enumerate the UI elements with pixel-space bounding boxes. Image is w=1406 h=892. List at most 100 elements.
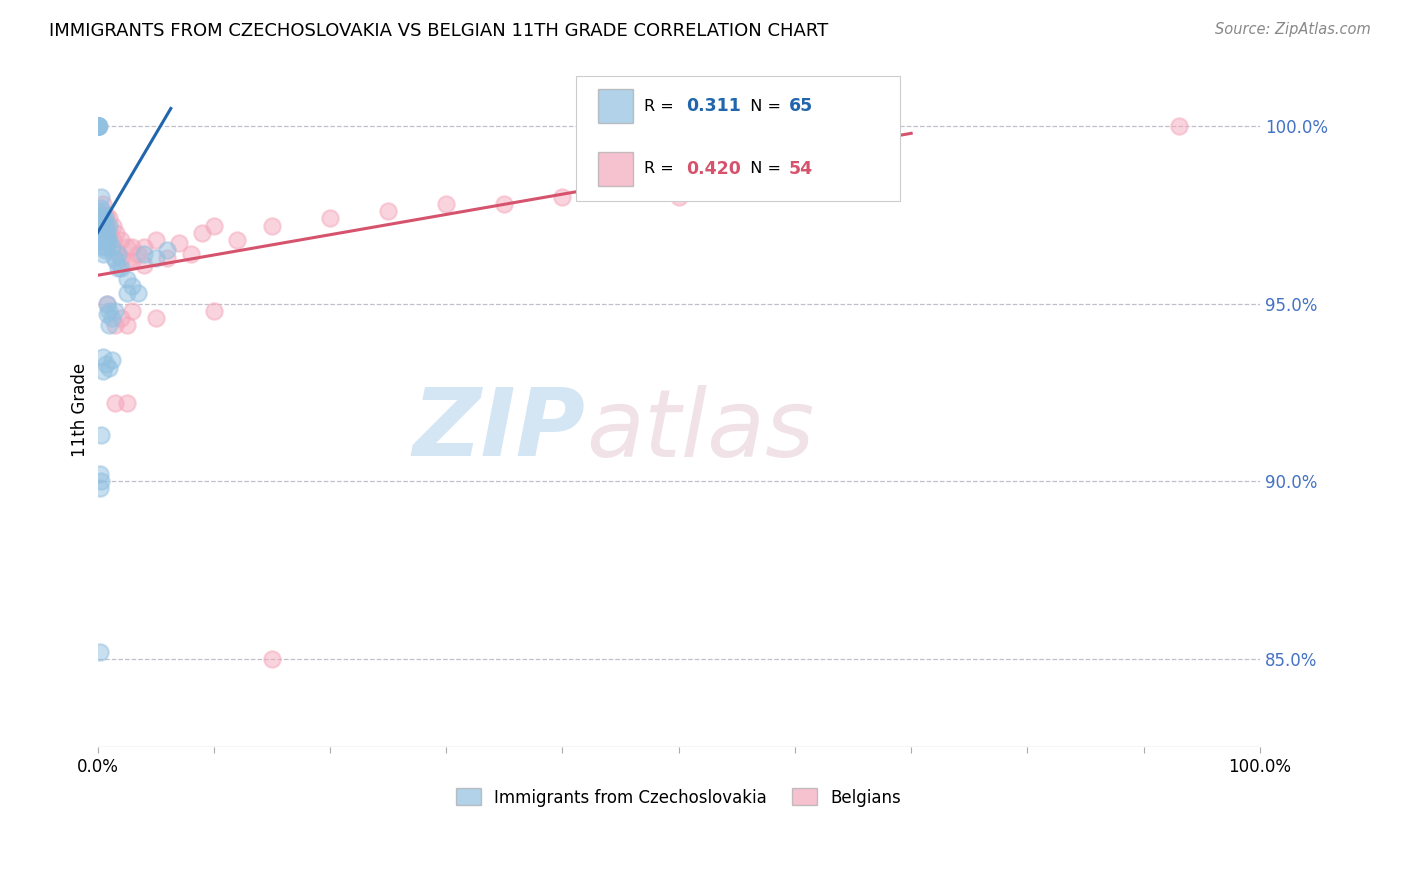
- Point: [107, 261, 129, 276]
- Point: [115, 240, 138, 254]
- Point: [132, 247, 155, 261]
- Text: 65: 65: [789, 97, 813, 115]
- Point: [100, 240, 122, 254]
- Point: [202, 303, 225, 318]
- Point: [105, 254, 128, 268]
- Point: [94, 208, 117, 222]
- Point: [110, 261, 132, 276]
- Point: [94, 219, 117, 233]
- Point: [202, 219, 225, 233]
- Point: [260, 219, 283, 233]
- Point: [93, 233, 115, 247]
- Point: [93, 226, 115, 240]
- Point: [96, 296, 118, 310]
- Point: [96, 226, 118, 240]
- Point: [86, 120, 108, 134]
- Point: [94, 229, 117, 244]
- Point: [145, 233, 167, 247]
- Point: [98, 226, 121, 240]
- Point: [226, 233, 249, 247]
- Point: [191, 226, 214, 240]
- Point: [93, 350, 115, 364]
- Point: [90, 428, 112, 442]
- Point: [90, 201, 112, 215]
- Point: [156, 251, 179, 265]
- Point: [100, 310, 122, 325]
- Text: R =: R =: [644, 99, 679, 113]
- Point: [97, 233, 120, 247]
- Point: [86, 120, 108, 134]
- Point: [94, 357, 117, 371]
- Point: [90, 190, 112, 204]
- Point: [110, 310, 132, 325]
- Point: [127, 286, 149, 301]
- Text: Source: ZipAtlas.com: Source: ZipAtlas.com: [1215, 22, 1371, 37]
- Point: [93, 219, 115, 233]
- Text: atlas: atlas: [586, 384, 814, 476]
- Point: [86, 120, 108, 134]
- Point: [104, 303, 127, 318]
- Point: [842, 176, 865, 190]
- Point: [121, 303, 143, 318]
- Point: [110, 233, 132, 247]
- Point: [98, 219, 121, 233]
- Point: [103, 251, 125, 265]
- Point: [93, 215, 115, 229]
- Point: [377, 204, 399, 219]
- Point: [434, 197, 457, 211]
- Text: N =: N =: [740, 99, 786, 113]
- Text: 0.311: 0.311: [686, 97, 741, 115]
- Point: [89, 644, 111, 658]
- Point: [260, 651, 283, 665]
- Point: [86, 120, 108, 134]
- Point: [167, 236, 190, 251]
- Text: ZIP: ZIP: [413, 384, 586, 476]
- Point: [87, 120, 110, 134]
- Point: [132, 258, 155, 272]
- Point: [93, 247, 115, 261]
- Text: 54: 54: [789, 160, 813, 178]
- Point: [180, 247, 202, 261]
- Point: [115, 286, 138, 301]
- Point: [96, 296, 118, 310]
- Point: [100, 353, 122, 368]
- Point: [98, 233, 121, 247]
- Point: [494, 197, 516, 211]
- Point: [121, 279, 143, 293]
- Point: [105, 244, 128, 258]
- Point: [93, 240, 115, 254]
- Point: [86, 120, 108, 134]
- Point: [86, 120, 108, 134]
- Point: [86, 120, 108, 134]
- Point: [145, 251, 167, 265]
- Point: [96, 236, 118, 251]
- Point: [89, 467, 111, 481]
- Point: [91, 211, 114, 226]
- Point: [115, 254, 138, 268]
- Point: [94, 240, 117, 254]
- Point: [101, 219, 124, 233]
- Point: [101, 233, 124, 247]
- Point: [319, 211, 342, 226]
- Point: [127, 247, 149, 261]
- Point: [89, 481, 111, 495]
- Text: IMMIGRANTS FROM CZECHOSLOVAKIA VS BELGIAN 11TH GRADE CORRELATION CHART: IMMIGRANTS FROM CZECHOSLOVAKIA VS BELGIA…: [49, 22, 828, 40]
- Point: [98, 211, 121, 226]
- Point: [107, 247, 129, 261]
- Point: [156, 244, 179, 258]
- Point: [93, 211, 115, 226]
- Point: [121, 254, 143, 268]
- Point: [93, 364, 115, 378]
- Point: [93, 208, 115, 222]
- Point: [115, 272, 138, 286]
- Point: [90, 474, 112, 488]
- Point: [93, 208, 115, 222]
- Point: [98, 303, 121, 318]
- Legend: Immigrants from Czechoslovakia, Belgians: Immigrants from Czechoslovakia, Belgians: [450, 781, 908, 814]
- Point: [104, 318, 127, 332]
- Point: [93, 233, 115, 247]
- Point: [121, 240, 143, 254]
- Point: [132, 240, 155, 254]
- Point: [93, 222, 115, 236]
- Point: [783, 183, 806, 197]
